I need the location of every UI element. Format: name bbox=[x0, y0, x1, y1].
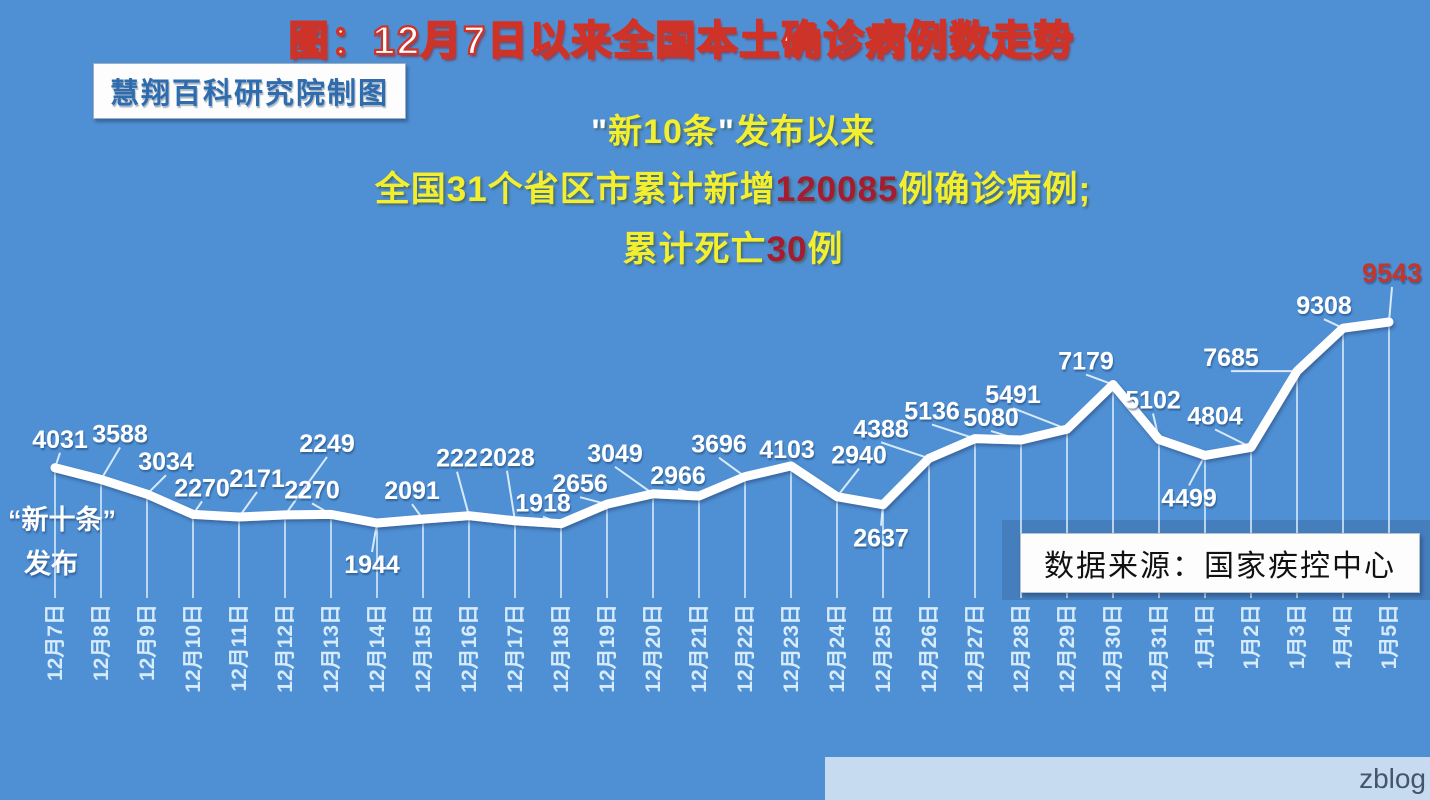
svg-text:12月24日: 12月24日 bbox=[826, 604, 849, 693]
svg-text:3034: 3034 bbox=[138, 448, 194, 476]
svg-text:1月4日: 1月4日 bbox=[1332, 604, 1355, 669]
svg-text:12月12日: 12月12日 bbox=[274, 604, 297, 693]
subtitle-segment: 例确诊病例; bbox=[898, 170, 1092, 209]
svg-text:12月20日: 12月20日 bbox=[642, 604, 665, 693]
svg-text:12月27日: 12月27日 bbox=[964, 604, 987, 693]
svg-text:12月31日: 12月31日 bbox=[1148, 604, 1171, 693]
subtitle-segment: 120085 bbox=[775, 170, 899, 209]
point-drop-lines bbox=[54, 325, 1390, 598]
svg-text:12月13日: 12月13日 bbox=[320, 604, 343, 693]
svg-text:12月18日: 12月18日 bbox=[550, 604, 573, 693]
svg-text:2270: 2270 bbox=[174, 474, 230, 502]
data-source-text: 数据来源：国家疾控中心 bbox=[1044, 550, 1396, 583]
bottom-light-band: zblog bbox=[825, 757, 1430, 800]
svg-text:12月25日: 12月25日 bbox=[872, 604, 895, 693]
svg-text:12月16日: 12月16日 bbox=[458, 604, 481, 693]
svg-text:2091: 2091 bbox=[384, 477, 440, 505]
subtitle-line-1: "新10条"发布以来 bbox=[36, 104, 1430, 153]
svg-text:5102: 5102 bbox=[1125, 386, 1181, 414]
subtitle-segment: 新10条 bbox=[608, 113, 718, 151]
svg-text:4388: 4388 bbox=[853, 415, 909, 443]
svg-text:1月2日: 1月2日 bbox=[1240, 604, 1263, 669]
chart-title: 图：12月7日以来全国本土确诊病例数走势 bbox=[288, 18, 1076, 64]
svg-text:9543: 9543 bbox=[1362, 258, 1422, 288]
svg-text:5080: 5080 bbox=[963, 404, 1019, 432]
subtitle-line-2: 全国31个省区市累计新增120085例确诊病例; bbox=[36, 161, 1430, 212]
svg-text:12月23日: 12月23日 bbox=[780, 604, 803, 693]
subtitle-line-3: 累计死亡30例 bbox=[36, 221, 1430, 272]
svg-text:3588: 3588 bbox=[92, 421, 148, 449]
author-badge-label: 慧翔百科研究院制图 bbox=[110, 78, 390, 110]
svg-text:222: 222 bbox=[436, 445, 478, 473]
svg-text:12月26日: 12月26日 bbox=[918, 604, 941, 693]
svg-text:4804: 4804 bbox=[1187, 402, 1243, 430]
author-badge: 慧翔百科研究院制图 bbox=[93, 63, 407, 119]
trend-line bbox=[50, 317, 1394, 529]
svg-text:12月19日: 12月19日 bbox=[596, 604, 619, 693]
subtitle-segment: " bbox=[590, 113, 609, 151]
svg-text:12月8日: 12月8日 bbox=[90, 604, 113, 681]
svg-text:1944: 1944 bbox=[344, 551, 400, 579]
svg-text:7685: 7685 bbox=[1203, 344, 1259, 372]
svg-text:12月9日: 12月9日 bbox=[136, 604, 159, 681]
svg-text:12月28日: 12月28日 bbox=[1010, 604, 1033, 693]
subtitle-segment: 发布以来 bbox=[735, 113, 876, 151]
svg-text:2637: 2637 bbox=[853, 525, 909, 553]
svg-text:3049: 3049 bbox=[587, 440, 643, 468]
svg-text:4499: 4499 bbox=[1161, 484, 1217, 512]
svg-text:1月5日: 1月5日 bbox=[1378, 604, 1401, 669]
svg-text:1918: 1918 bbox=[515, 490, 571, 518]
svg-text:2656: 2656 bbox=[552, 470, 608, 498]
svg-text:12月10日: 12月10日 bbox=[182, 604, 205, 693]
svg-text:2028: 2028 bbox=[479, 444, 535, 472]
svg-text:2270: 2270 bbox=[284, 476, 340, 504]
svg-text:2249: 2249 bbox=[299, 430, 355, 458]
svg-text:12月29日: 12月29日 bbox=[1056, 604, 1079, 693]
svg-text:12月14日: 12月14日 bbox=[366, 604, 389, 693]
svg-text:3696: 3696 bbox=[691, 431, 747, 459]
policy-annotation-line2: 发布 bbox=[24, 549, 78, 579]
svg-text:2966: 2966 bbox=[650, 462, 706, 490]
svg-text:9308: 9308 bbox=[1296, 292, 1352, 320]
subtitle-segment: 例 bbox=[807, 230, 844, 269]
svg-text:1月1日: 1月1日 bbox=[1194, 604, 1217, 669]
subtitle-segment: 累计死亡 bbox=[622, 230, 767, 269]
svg-text:12月22日: 12月22日 bbox=[734, 604, 757, 693]
svg-text:1月3日: 1月3日 bbox=[1286, 604, 1309, 669]
svg-text:12月7日: 12月7日 bbox=[44, 604, 67, 681]
svg-text:4031: 4031 bbox=[32, 426, 88, 454]
svg-text:7179: 7179 bbox=[1058, 348, 1114, 376]
svg-text:12月17日: 12月17日 bbox=[504, 604, 527, 693]
svg-text:5136: 5136 bbox=[904, 398, 960, 426]
svg-text:2940: 2940 bbox=[831, 442, 887, 470]
subtitle-segment: " bbox=[717, 113, 736, 151]
x-axis-date-labels: 12月7日 12月8日 12月9日 12月10日 12月11日 12月12日 12月13日 1… bbox=[44, 604, 1401, 693]
svg-text:2171: 2171 bbox=[229, 465, 285, 493]
svg-text:12月30日: 12月30日 bbox=[1102, 604, 1125, 693]
watermark-text: zblog bbox=[1359, 762, 1426, 794]
svg-text:12月15日: 12月15日 bbox=[412, 604, 435, 693]
svg-text:12月21日: 12月21日 bbox=[688, 604, 711, 693]
subtitle-segment: 全国31个省区市累计新增 bbox=[374, 170, 776, 209]
svg-text:5491: 5491 bbox=[985, 381, 1041, 409]
subtitle-segment: 30 bbox=[766, 230, 808, 269]
svg-text:4103: 4103 bbox=[759, 436, 815, 464]
svg-text:12月11日: 12月11日 bbox=[228, 604, 251, 692]
policy-annotation-line1: “新十条” bbox=[8, 505, 116, 535]
data-source-box: 数据来源：国家疾控中心 bbox=[1020, 533, 1420, 593]
